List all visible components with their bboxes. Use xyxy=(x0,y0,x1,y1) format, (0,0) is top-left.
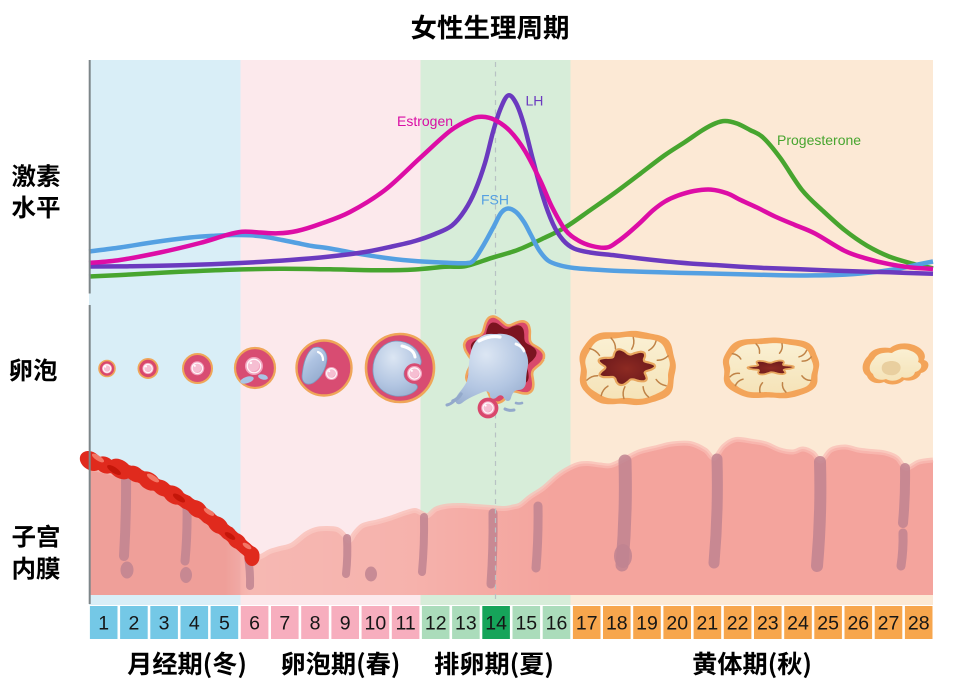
svg-text:12: 12 xyxy=(425,613,447,635)
svg-text:Estrogen: Estrogen xyxy=(397,113,453,129)
svg-text:4: 4 xyxy=(189,613,200,635)
svg-text:25: 25 xyxy=(817,613,839,635)
svg-text:6: 6 xyxy=(249,613,260,635)
svg-text:18: 18 xyxy=(606,613,628,635)
svg-text:7: 7 xyxy=(279,613,290,635)
svg-text:24: 24 xyxy=(787,613,809,635)
svg-text:2: 2 xyxy=(128,613,139,635)
svg-text:13: 13 xyxy=(455,613,477,635)
svg-text:23: 23 xyxy=(757,613,779,635)
svg-text:22: 22 xyxy=(727,613,749,635)
svg-text:5: 5 xyxy=(219,613,230,635)
svg-text:26: 26 xyxy=(847,613,869,635)
svg-text:16: 16 xyxy=(546,613,568,635)
svg-text:1: 1 xyxy=(98,613,109,635)
svg-text:20: 20 xyxy=(666,613,688,635)
svg-text:19: 19 xyxy=(636,613,658,635)
svg-text:10: 10 xyxy=(365,613,387,635)
svg-text:LH: LH xyxy=(526,93,544,109)
svg-text:27: 27 xyxy=(878,613,900,635)
svg-text:Progesterone: Progesterone xyxy=(777,132,861,148)
svg-text:15: 15 xyxy=(515,613,537,635)
svg-text:9: 9 xyxy=(340,613,351,635)
svg-text:28: 28 xyxy=(908,613,930,635)
svg-text:11: 11 xyxy=(395,613,415,635)
svg-text:14: 14 xyxy=(485,613,507,635)
svg-text:8: 8 xyxy=(310,613,321,635)
svg-text:21: 21 xyxy=(697,613,719,635)
svg-text:3: 3 xyxy=(159,613,170,635)
svg-text:FSH: FSH xyxy=(481,192,509,208)
svg-text:17: 17 xyxy=(576,613,598,635)
